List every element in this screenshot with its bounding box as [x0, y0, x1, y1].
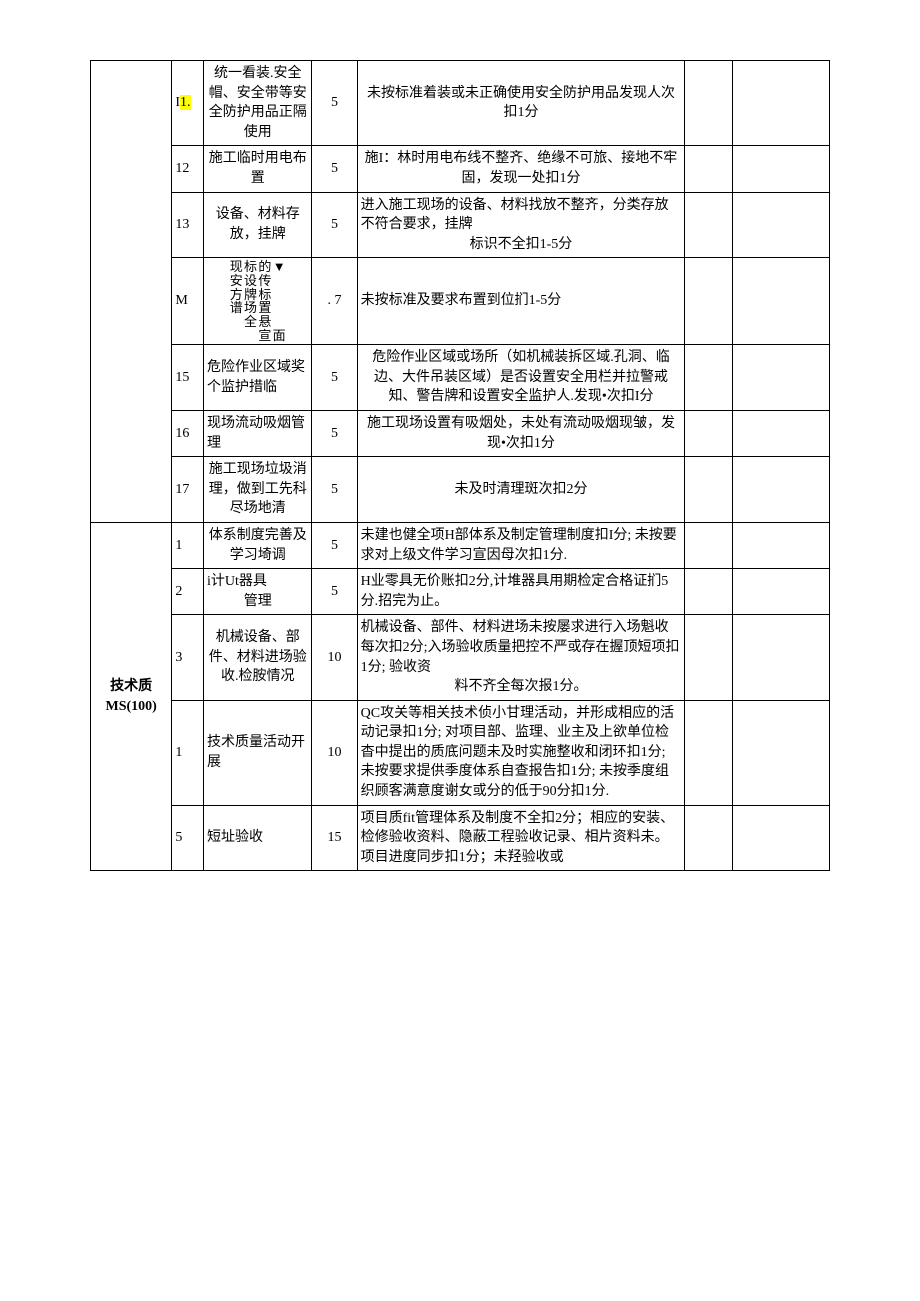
row-item: 施工临时用电布置 [203, 146, 311, 192]
row-item: 现安方谱 标设牌场全 的传标置悬宣 ▼面 [203, 258, 311, 345]
row-score: 5 [312, 192, 357, 258]
row-criteria: 机械设备、部件、材料进场未按屡求进行入场魁收每次扣2分;入场验收质量把控不严或存… [357, 615, 685, 700]
row-num: 15 [172, 345, 204, 411]
row-empty1 [685, 700, 732, 805]
row-score: 15 [312, 805, 357, 871]
row-score: 10 [312, 615, 357, 700]
row-empty1 [685, 805, 732, 871]
row-criteria: 进入施工现场的设备、材料找放不整齐，分类存放不符合要求，挂牌 标识不全扣1-5分 [357, 192, 685, 258]
row-score: 5 [312, 345, 357, 411]
row-criteria: 未按标准着装或未正确使用安全防护用品发现人次扣1分 [357, 61, 685, 146]
row-num: 13 [172, 192, 204, 258]
table-row: 12 施工临时用电布置 5 施I：林时用电布线不整齐、绝缘不可旅、接地不牢固，发… [91, 146, 830, 192]
row-empty1 [685, 410, 732, 456]
row-num: 5 [172, 805, 204, 871]
row-score: 5 [312, 410, 357, 456]
row-criteria: 未建也健全项H部体系及制定管理制度扣I分; 未按要求对上级文件学习宣因母次扣1分… [357, 522, 685, 568]
category-cell-blank [91, 61, 172, 523]
table-row: 2 i计Ut器具 管理 5 H业零具无价账扣2分,计堆器具用期检定合格证扪5分.… [91, 569, 830, 615]
row-item: 机械设备、部件、材料进场验收.检胺情况 [203, 615, 311, 700]
row-score: 10 [312, 700, 357, 805]
row-num: I1. [172, 61, 204, 146]
table-row: 16 现场流动吸烟管理 5 施工现场设置有吸烟处，未处有流动吸烟现皱，发现•次扣… [91, 410, 830, 456]
row-num: M [172, 258, 204, 345]
row-empty1 [685, 457, 732, 523]
row-criteria: 危险作业区域或场所（如机械装拆区域.孔洞、临边、大件吊装区域）是否设置安全用栏并… [357, 345, 685, 411]
evaluation-table: I1. 统一看装.安全帽、安全带等安全防护用品正隔使用 5 未按标准着装或未正确… [90, 60, 830, 871]
table-row: 技术质MS(100) 1 体系制度完善及学习埼调 5 未建也健全项H部体系及制定… [91, 522, 830, 568]
table-row: I1. 统一看装.安全帽、安全带等安全防护用品正隔使用 5 未按标准着装或未正确… [91, 61, 830, 146]
row-empty2 [732, 805, 829, 871]
row-item: i计Ut器具 管理 [203, 569, 311, 615]
row-empty1 [685, 192, 732, 258]
row-empty2 [732, 146, 829, 192]
row-item: 短址验收 [203, 805, 311, 871]
row-empty2 [732, 345, 829, 411]
row-criteria: 未按标准及要求布置到位扪1-5分 [357, 258, 685, 345]
table-row: 1 技术质量活动开展 10 QC攻关等相关技术侦小甘理活动，并形成相应的活动记录… [91, 700, 830, 805]
table-row: 15 危险作业区域奖个监护措临 5 危险作业区域或场所（如机械装拆区域.孔洞、临… [91, 345, 830, 411]
row-empty2 [732, 410, 829, 456]
row-num: 17 [172, 457, 204, 523]
table-row: 13 设备、材料存放，挂牌 5 进入施工现场的设备、材料找放不整齐，分类存放不符… [91, 192, 830, 258]
row-num: 16 [172, 410, 204, 456]
row-score: 5 [312, 457, 357, 523]
row-item: 技术质量活动开展 [203, 700, 311, 805]
row-num: 1 [172, 700, 204, 805]
table-row: 5 短址验收 15 项目质fit管理体系及制度不全扣2分；相应的安装、检修验收资… [91, 805, 830, 871]
row-empty1 [685, 615, 732, 700]
row-empty1 [685, 522, 732, 568]
row-empty2 [732, 615, 829, 700]
row-empty2 [732, 61, 829, 146]
row-score: . 7 [312, 258, 357, 345]
row-num: 2 [172, 569, 204, 615]
row-num: 1 [172, 522, 204, 568]
highlight: 1. [180, 95, 191, 110]
row-item: 危险作业区域奖个监护措临 [203, 345, 311, 411]
table-row: 17 施工现场垃圾消理，做到工先科尽场地清 5 未及时清理斑次扣2分 [91, 457, 830, 523]
row-empty2 [732, 569, 829, 615]
row-empty2 [732, 258, 829, 345]
row-score: 5 [312, 146, 357, 192]
row-score: 5 [312, 522, 357, 568]
row-empty2 [732, 457, 829, 523]
row-score: 5 [312, 569, 357, 615]
row-empty1 [685, 258, 732, 345]
row-criteria: 施I：林时用电布线不整齐、绝缘不可旅、接地不牢固，发现一处扣1分 [357, 146, 685, 192]
row-empty2 [732, 522, 829, 568]
row-item: 现场流动吸烟管理 [203, 410, 311, 456]
row-item: 体系制度完善及学习埼调 [203, 522, 311, 568]
row-criteria: 未及时清理斑次扣2分 [357, 457, 685, 523]
row-empty1 [685, 345, 732, 411]
row-empty1 [685, 61, 732, 146]
row-empty2 [732, 192, 829, 258]
row-score: 5 [312, 61, 357, 146]
row-empty2 [732, 700, 829, 805]
row-criteria: QC攻关等相关技术侦小甘理活动，并形成相应的活动记录扣1分; 对项目部、监理、业… [357, 700, 685, 805]
row-empty1 [685, 569, 732, 615]
row-num: 3 [172, 615, 204, 700]
row-num: 12 [172, 146, 204, 192]
table-row: 3 机械设备、部件、材料进场验收.检胺情况 10 机械设备、部件、材料进场未按屡… [91, 615, 830, 700]
row-item: 统一看装.安全帽、安全带等安全防护用品正隔使用 [203, 61, 311, 146]
row-criteria: H业零具无价账扣2分,计堆器具用期检定合格证扪5分.招完为止。 [357, 569, 685, 615]
row-item: 施工现场垃圾消理，做到工先科尽场地清 [203, 457, 311, 523]
row-criteria: 施工现场设置有吸烟处，未处有流动吸烟现皱，发现•次扣1分 [357, 410, 685, 456]
category-cell: 技术质MS(100) [91, 522, 172, 871]
row-item: 设备、材料存放，挂牌 [203, 192, 311, 258]
row-criteria: 项目质fit管理体系及制度不全扣2分；相应的安装、检修验收资料、隐蔽工程验收记录… [357, 805, 685, 871]
table-row: M 现安方谱 标设牌场全 的传标置悬宣 ▼面 . 7 未按标准及要求布置到位扪1… [91, 258, 830, 345]
row-empty1 [685, 146, 732, 192]
